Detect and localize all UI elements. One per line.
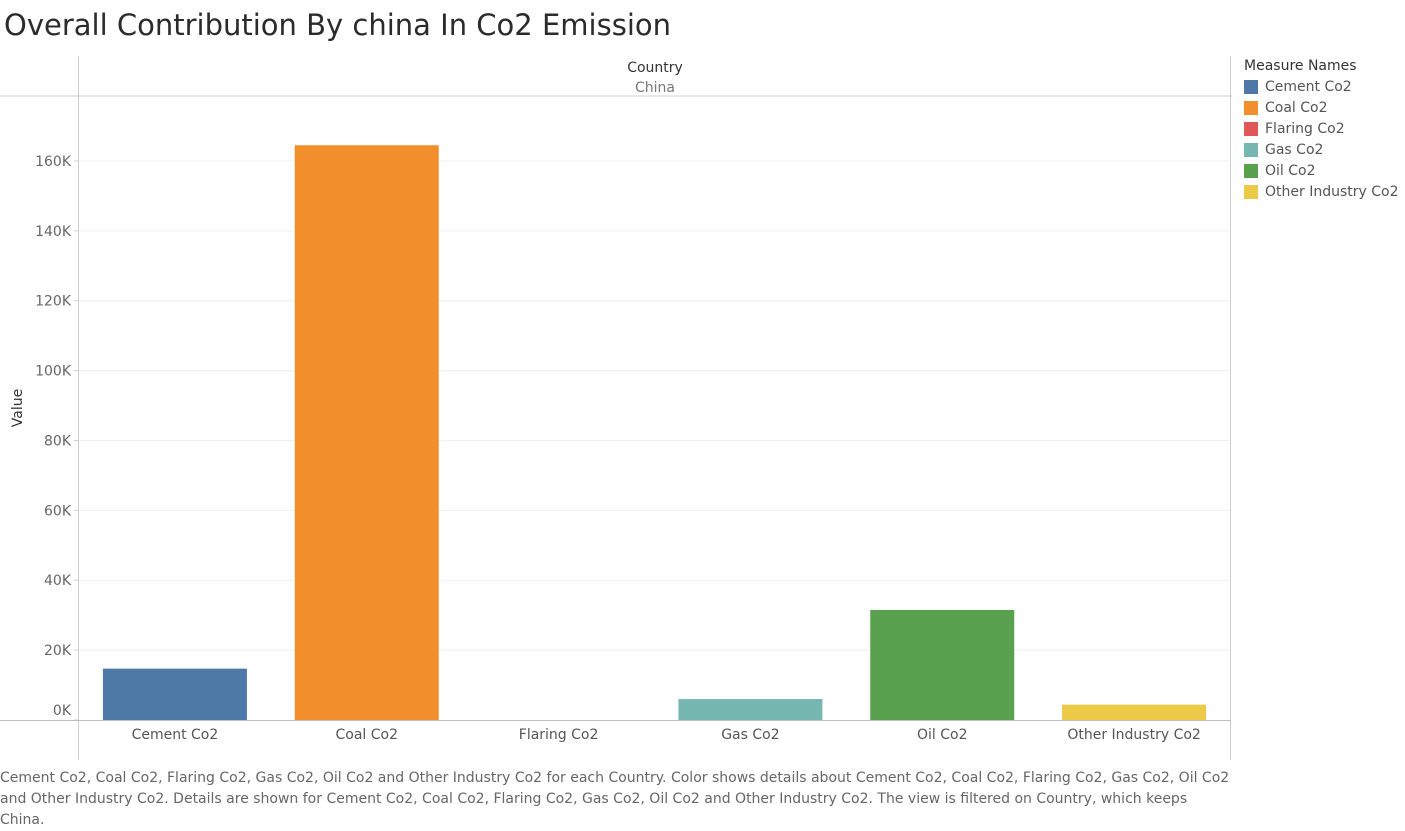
chart-caption: Cement Co2, Coal Co2, Flaring Co2, Gas C… bbox=[0, 770, 1230, 828]
y-tick-label: 20K bbox=[44, 643, 72, 659]
column-header-field: Country bbox=[627, 60, 683, 76]
x-tick-label: Cement Co2 bbox=[132, 727, 219, 743]
legend-swatch bbox=[1244, 142, 1258, 157]
bars bbox=[102, 145, 1207, 720]
legend-label: Cement Co2 bbox=[1265, 78, 1352, 95]
bar-coal-co2[interactable] bbox=[294, 145, 439, 720]
y-tick-label: 140K bbox=[35, 224, 72, 240]
bar-gas-co2[interactable] bbox=[678, 699, 823, 720]
color-legend: Measure Names Cement Co2 Coal Co2 Flaring … bbox=[1244, 58, 1402, 202]
y-tick-label: 80K bbox=[44, 433, 72, 449]
y-axis-title: Value bbox=[10, 389, 26, 427]
bar-other-industry-co2[interactable] bbox=[1062, 704, 1207, 720]
x-tick-label: Other Industry Co2 bbox=[1067, 727, 1201, 743]
y-tick-label: 0K bbox=[53, 703, 72, 719]
y-tick-label: 120K bbox=[35, 294, 72, 310]
legend-item[interactable]: Gas Co2 bbox=[1244, 139, 1402, 160]
bar-cement-co2[interactable] bbox=[102, 668, 247, 720]
x-axis-ticks: Cement Co2 Coal Co2 Flaring Co2 Gas Co2 Oil … bbox=[132, 727, 1201, 743]
legend-label: Coal Co2 bbox=[1265, 99, 1328, 116]
legend-items: Cement Co2 Coal Co2 Flaring Co2 Gas Co2 Oil … bbox=[1244, 76, 1402, 202]
y-tick-label: 60K bbox=[44, 503, 72, 519]
legend-item[interactable]: Other Industry Co2 bbox=[1244, 181, 1402, 202]
legend-item[interactable]: Cement Co2 bbox=[1244, 76, 1402, 97]
x-tick-label: Coal Co2 bbox=[335, 727, 398, 743]
x-tick-label: Oil Co2 bbox=[917, 727, 968, 743]
legend-item[interactable]: Flaring Co2 bbox=[1244, 118, 1402, 139]
legend-label: Oil Co2 bbox=[1265, 162, 1316, 179]
bar-chart: Country China Value 0K 20K 40K 60K 80K 100K 12… bbox=[0, 56, 1232, 760]
legend-swatch bbox=[1244, 121, 1258, 136]
legend-swatch bbox=[1244, 79, 1258, 94]
column-header-value: China bbox=[635, 80, 675, 96]
legend-label: Gas Co2 bbox=[1265, 141, 1324, 158]
legend-label: Other Industry Co2 bbox=[1265, 183, 1399, 200]
gridlines bbox=[79, 160, 1230, 651]
legend-item[interactable]: Coal Co2 bbox=[1244, 97, 1402, 118]
bar-oil-co2[interactable] bbox=[870, 609, 1015, 720]
x-tick-label: Flaring Co2 bbox=[519, 727, 599, 743]
chart-title: Overall Contribution By china In Co2 Emi… bbox=[4, 8, 671, 42]
y-axis-ticks: 0K 20K 40K 60K 80K 100K 120K 140K 160K bbox=[35, 154, 79, 721]
legend-label: Flaring Co2 bbox=[1265, 120, 1345, 137]
x-tick-label: Gas Co2 bbox=[721, 727, 779, 743]
legend-item[interactable]: Oil Co2 bbox=[1244, 160, 1402, 181]
y-tick-label: 40K bbox=[44, 573, 72, 589]
legend-swatch bbox=[1244, 100, 1258, 115]
legend-title: Measure Names bbox=[1244, 58, 1357, 74]
legend-swatch bbox=[1244, 163, 1258, 178]
y-tick-label: 100K bbox=[35, 364, 72, 380]
legend-swatch bbox=[1244, 184, 1258, 199]
y-tick-label: 160K bbox=[35, 154, 72, 170]
chart-panel: Country China Value 0K 20K 40K 60K 80K 100K 12… bbox=[0, 56, 1232, 760]
